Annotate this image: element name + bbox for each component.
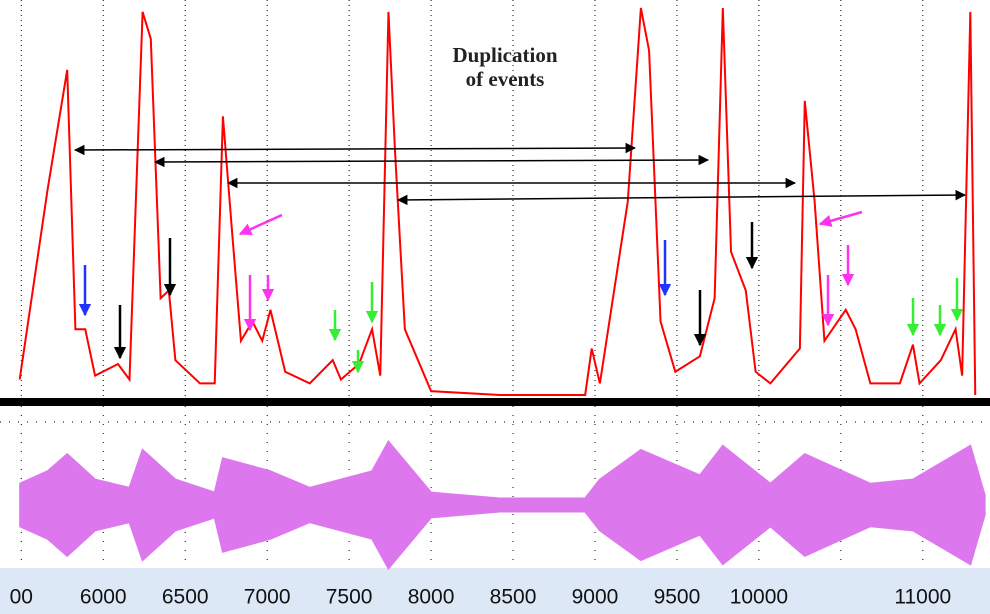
- x-tick-label: 8000: [408, 586, 455, 609]
- waveform-edge: [19, 440, 987, 500]
- x-tick-label: 00: [10, 586, 33, 609]
- signal-line: [18, 7, 977, 396]
- x-tick-label: 8500: [490, 586, 537, 609]
- annotation: Duplication: [452, 43, 557, 67]
- x-tick-label: 10000: [730, 586, 788, 609]
- x-tick-label: 7500: [326, 586, 373, 609]
- x-tick-label: 11000: [894, 586, 951, 609]
- x-tick-label: 6500: [162, 586, 209, 609]
- x-tick-label: 9000: [572, 586, 619, 609]
- x-tick-label: 7000: [244, 586, 291, 609]
- annotation: of events: [466, 67, 545, 91]
- event-arrows: [78, 210, 964, 374]
- x-tick-label: 9500: [654, 586, 701, 609]
- duplication-arrows: [73, 142, 967, 206]
- waveform-area: [19, 440, 986, 570]
- waveform-edge: [19, 510, 987, 570]
- x-tick-label: 6000: [80, 586, 127, 609]
- axis-band: [0, 568, 990, 614]
- separator: [0, 398, 990, 406]
